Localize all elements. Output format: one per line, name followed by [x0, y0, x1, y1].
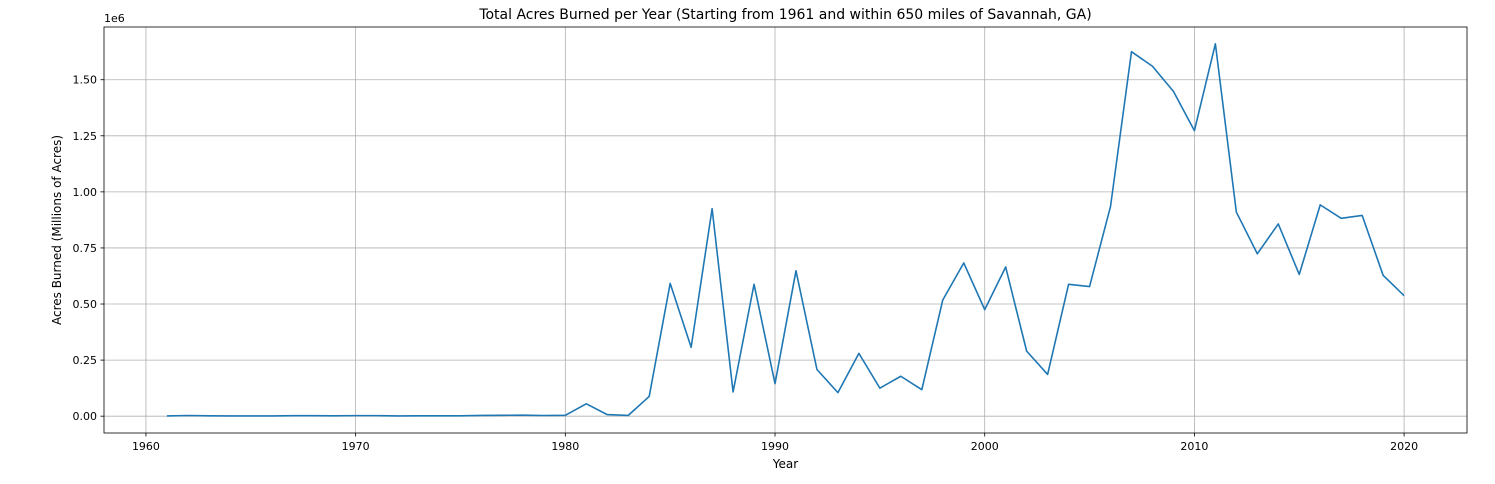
x-tick-label: 2010 [1180, 440, 1208, 453]
x-tick-label: 2020 [1390, 440, 1418, 453]
y-tick-label: 0.25 [73, 354, 98, 367]
chart-title: Total Acres Burned per Year (Starting fr… [478, 7, 1091, 23]
y-tick-label: 1.25 [73, 130, 98, 143]
x-tick-label: 1960 [132, 440, 160, 453]
series-line [166, 43, 1405, 417]
x-tick-label: 1980 [551, 440, 579, 453]
ticks: 1960 1970 1980 1990 2000 2010 2020 0.00 0.25 0.50… [73, 74, 1419, 453]
x-tick-label: 2000 [971, 440, 999, 453]
axes-frame [103, 26, 1468, 434]
plot-area [166, 43, 1405, 417]
y-offset-label: 1e6 [104, 12, 125, 25]
y-tick-label: 0.75 [73, 242, 98, 255]
y-tick-label: 1.50 [73, 74, 98, 87]
y-tick-label: 0.50 [73, 298, 98, 311]
y-tick-label: 0.00 [73, 410, 98, 423]
y-tick-label: 1.00 [73, 186, 98, 199]
x-axis-label: Year [772, 457, 798, 471]
x-tick-label: 1970 [342, 440, 370, 453]
gridlines [104, 27, 1467, 433]
x-tick-label: 1990 [761, 440, 789, 453]
y-axis-label: Acres Burned (Millions of Acres) [50, 135, 64, 325]
